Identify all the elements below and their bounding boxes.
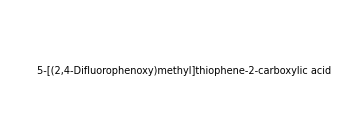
Text: 5-[(2,4-Difluorophenoxy)methyl]thiophene-2-carboxylic acid: 5-[(2,4-Difluorophenoxy)methyl]thiophene… — [37, 66, 332, 76]
